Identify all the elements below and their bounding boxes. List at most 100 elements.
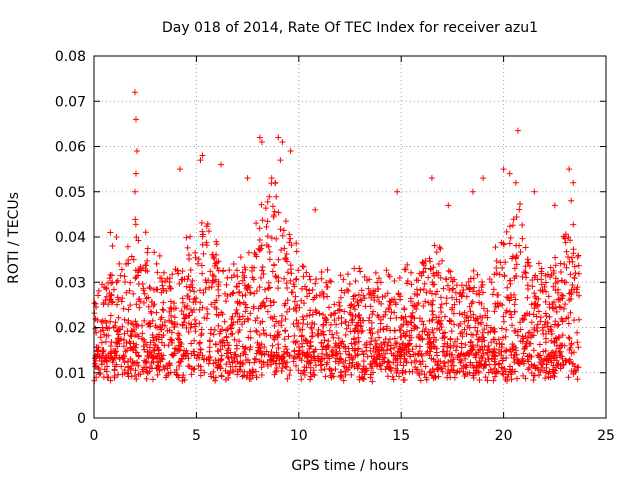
- data-point: [348, 340, 355, 347]
- data-point: [451, 321, 458, 328]
- data-point: [451, 338, 458, 345]
- data-point: [567, 309, 574, 316]
- data-point: [560, 361, 567, 368]
- data-point: [509, 222, 516, 229]
- data-point: [449, 304, 456, 311]
- data-point: [167, 284, 174, 291]
- data-point: [386, 273, 393, 280]
- data-point: [202, 286, 209, 293]
- data-point: [436, 320, 443, 327]
- data-point: [437, 364, 444, 371]
- data-point: [429, 297, 436, 304]
- data-point: [515, 359, 522, 366]
- data-point: [517, 338, 524, 345]
- data-point: [556, 350, 563, 357]
- data-point: [185, 328, 192, 335]
- data-point: [479, 278, 485, 285]
- data-point: [550, 362, 557, 369]
- data-point: [238, 321, 245, 328]
- data-point: [458, 340, 465, 347]
- data-point: [107, 312, 114, 319]
- data-point: [414, 286, 421, 293]
- data-point: [154, 333, 161, 340]
- data-point: [295, 320, 302, 327]
- data-point: [314, 353, 321, 360]
- data-point: [570, 221, 577, 228]
- data-point: [210, 331, 217, 338]
- data-point: [428, 175, 435, 182]
- data-point: [358, 369, 365, 376]
- data-point: [112, 319, 119, 326]
- data-point: [383, 267, 390, 274]
- data-point: [103, 286, 110, 293]
- data-point: [282, 218, 289, 225]
- data-point: [333, 329, 340, 336]
- data-point: [491, 308, 498, 315]
- data-point: [287, 148, 294, 155]
- data-point: [186, 312, 193, 319]
- data-point: [327, 321, 334, 328]
- data-point: [281, 302, 288, 309]
- data-point: [452, 347, 459, 354]
- data-point: [368, 325, 375, 332]
- data-point: [427, 258, 434, 265]
- y-tick-label: 0.02: [55, 321, 86, 337]
- data-point: [110, 324, 117, 331]
- data-point: [256, 236, 263, 243]
- data-point: [171, 350, 178, 357]
- data-point: [552, 304, 559, 311]
- data-point: [573, 286, 580, 293]
- data-point: [156, 354, 163, 361]
- data-point: [300, 263, 307, 270]
- y-axis-label: ROTI / TECUs: [6, 192, 22, 284]
- data-point: [491, 271, 498, 278]
- data-point: [522, 375, 529, 382]
- data-point: [132, 318, 139, 325]
- data-point: [568, 350, 575, 357]
- data-point: [323, 351, 330, 358]
- data-point: [574, 376, 581, 383]
- data-point: [416, 359, 423, 366]
- data-point: [557, 260, 564, 267]
- data-point: [566, 346, 573, 353]
- data-point: [98, 339, 105, 346]
- data-point: [391, 278, 398, 285]
- data-point: [128, 327, 135, 334]
- data-point: [535, 308, 542, 315]
- data-point: [272, 180, 279, 187]
- data-point: [124, 243, 131, 250]
- data-point: [362, 365, 369, 372]
- data-point: [496, 271, 503, 278]
- data-point: [95, 364, 102, 371]
- data-point: [476, 377, 483, 384]
- data-point: [280, 227, 287, 234]
- data-point: [191, 316, 198, 323]
- data-point: [433, 349, 440, 356]
- data-point: [301, 353, 308, 360]
- data-point: [100, 327, 107, 334]
- data-point: [159, 321, 166, 328]
- data-point: [538, 270, 545, 277]
- data-point: [123, 260, 130, 267]
- data-point: [185, 273, 192, 280]
- data-point: [179, 276, 186, 283]
- data-point: [237, 363, 244, 370]
- data-point: [108, 338, 115, 345]
- data-point: [295, 351, 302, 358]
- data-point: [355, 345, 362, 352]
- data-point: [433, 314, 440, 321]
- data-point: [464, 349, 471, 356]
- data-point: [384, 373, 391, 380]
- data-point: [149, 317, 156, 324]
- data-point: [517, 319, 524, 326]
- data-point: [242, 344, 249, 351]
- data-point: [132, 170, 139, 177]
- data-point: [274, 353, 281, 360]
- data-point: [384, 290, 391, 297]
- data-point: [352, 292, 359, 299]
- data-point: [301, 367, 308, 374]
- data-point: [333, 321, 340, 328]
- data-point: [450, 356, 457, 363]
- data-point: [550, 270, 557, 277]
- data-point: [140, 343, 147, 350]
